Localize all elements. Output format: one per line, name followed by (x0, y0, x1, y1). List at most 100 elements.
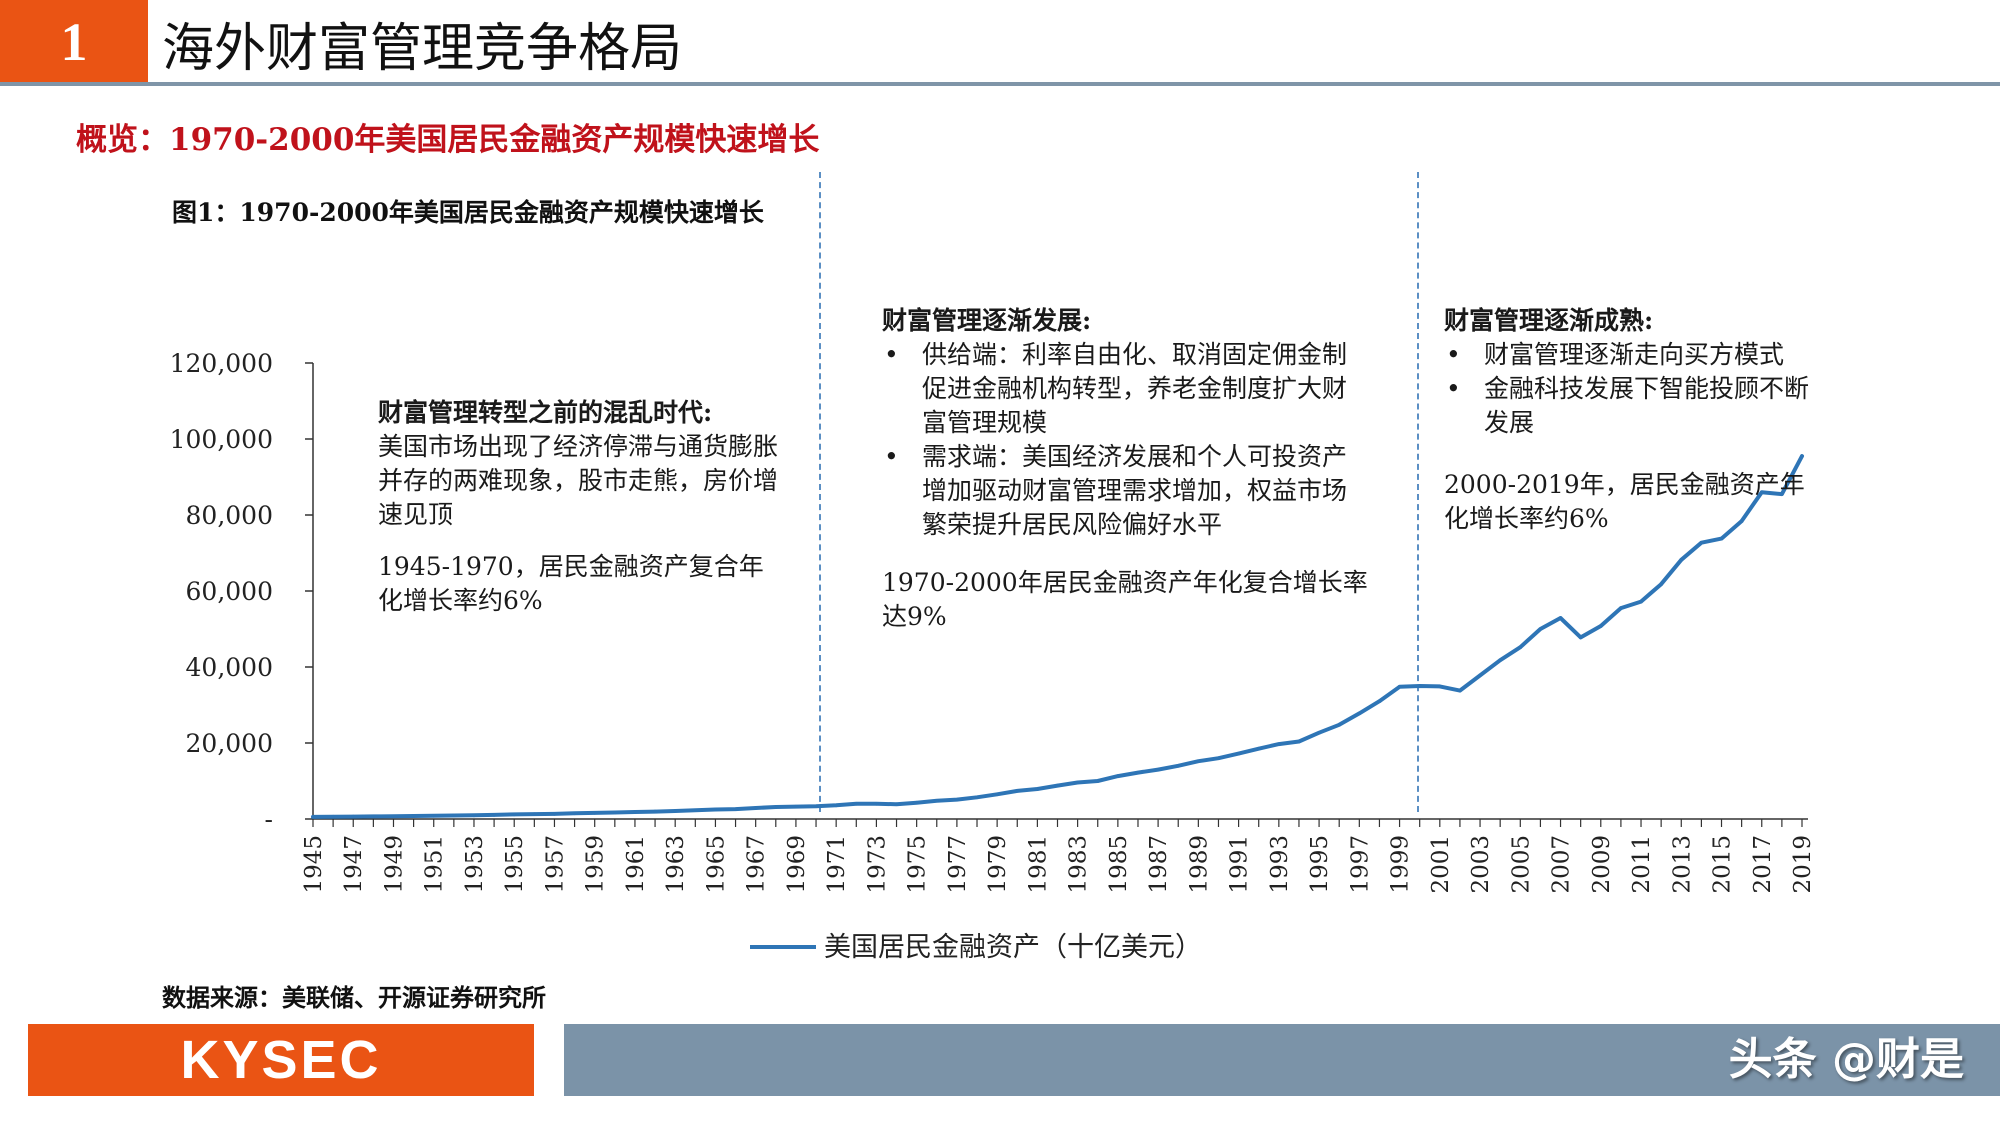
data-point-1955 (512, 812, 517, 817)
x-tick-label-1993: 1993 (1267, 835, 1293, 894)
x-tick-label-1979: 1979 (985, 835, 1011, 894)
x-tick-label-1987: 1987 (1146, 835, 1172, 894)
y-tick-label-6: 120,000 (170, 349, 273, 378)
data-point-2015 (1719, 536, 1724, 541)
x-tick-label-1957: 1957 (542, 835, 568, 894)
data-point-2006 (1538, 627, 1543, 631)
data-point-1952 (452, 813, 456, 818)
x-tick-label-1969: 1969 (784, 835, 810, 894)
y-tick-label-3: 60,000 (186, 577, 273, 606)
x-tick-label-2009: 2009 (1589, 835, 1615, 894)
x-tick-label-2011: 2011 (1629, 835, 1655, 894)
data-point-1986 (1136, 770, 1140, 775)
data-point-2014 (1699, 540, 1704, 545)
slide-subtitle: 概览：1970-2000年美国居民金融资产规模快速增长 (76, 122, 820, 158)
x-tick-label-1997: 1997 (1347, 835, 1373, 894)
data-point-2010 (1619, 606, 1623, 610)
x-tick-label-1949: 1949 (381, 835, 407, 894)
data-point-1984 (1095, 779, 1100, 783)
section-number-badge: 1 (0, 0, 148, 84)
x-tick-label-1963: 1963 (663, 835, 689, 894)
x-tick-label-2007: 2007 (1549, 835, 1575, 894)
data-point-1947 (351, 814, 356, 819)
data-point-1983 (1075, 780, 1080, 785)
x-tick-label-1983: 1983 (1066, 835, 1092, 894)
data-point-1987 (1156, 767, 1160, 772)
data-point-1985 (1116, 774, 1120, 778)
data-point-2018 (1780, 492, 1784, 496)
header-divider (0, 82, 2000, 86)
data-point-2011 (1639, 599, 1643, 604)
data-point-2000 (1417, 684, 1422, 688)
phase2-bullet-list: 供给端：利率自由化、取消固定佣金制促进金融机构转型，养老金制度扩大财富管理规模 … (882, 338, 1370, 542)
data-point-1976 (934, 798, 939, 803)
phase1-annotation: 财富管理转型之前的混乱时代: 美国市场出现了经济停滞与通货膨胀并存的两难现象，股… (378, 396, 788, 618)
data-point-1958 (572, 811, 577, 816)
legend-label-0: 美国居民金融资产（十亿美元） (824, 932, 1202, 960)
data-point-1953 (472, 813, 476, 818)
y-tick-label-0: - (265, 805, 273, 834)
phase-divider-2000 (1417, 172, 1419, 812)
data-point-2002 (1458, 688, 1462, 693)
data-point-1961 (633, 810, 637, 814)
x-tick-label-1977: 1977 (945, 835, 971, 894)
x-tick-label-2005: 2005 (1508, 835, 1534, 894)
x-tick-label-2017: 2017 (1750, 835, 1776, 894)
x-tick-label-1953: 1953 (462, 835, 488, 894)
data-point-1996 (1337, 722, 1342, 727)
data-source: 数据来源：美联储、开源证券研究所 (162, 983, 546, 1012)
data-point-1988 (1176, 764, 1181, 768)
data-point-1972 (854, 802, 859, 806)
data-point-1960 (613, 810, 617, 815)
phase1-heading: 财富管理转型之前的混乱时代: (378, 398, 713, 427)
data-point-1951 (431, 813, 436, 818)
data-point-2003 (1478, 673, 1482, 678)
x-tick-label-1961: 1961 (623, 835, 649, 894)
watermark: 头条 @财是 (1728, 1034, 1964, 1085)
data-point-1950 (411, 814, 416, 818)
x-tick-label-1967: 1967 (744, 835, 770, 894)
data-point-1999 (1397, 684, 1402, 689)
data-point-1954 (492, 813, 496, 817)
data-point-1973 (874, 802, 879, 806)
y-tick-label-2: 40,000 (186, 653, 273, 682)
data-point-1956 (532, 812, 537, 816)
phase3-bullet-list: 财富管理逐渐走向买方模式 金融科技发展下智能投顾不断发展 (1444, 338, 1824, 440)
data-point-1980 (1015, 789, 1020, 793)
data-point-1965 (713, 807, 718, 812)
data-point-1982 (1055, 783, 1060, 788)
line-chart: - 20,000 40,000 60,000 80,000 100,000 120,000 1… (170, 349, 1816, 960)
kysec-logo: KYSEC (180, 1030, 382, 1090)
phase-divider-1970 (819, 172, 821, 812)
data-point-1997 (1357, 711, 1362, 716)
data-point-1995 (1317, 730, 1321, 735)
footer-brand-block: KYSEC (28, 1024, 534, 1096)
data-point-1975 (914, 800, 919, 805)
data-point-1963 (673, 809, 677, 813)
x-tick-label-1959: 1959 (583, 835, 609, 894)
data-point-1945 (311, 815, 315, 819)
x-tick-label-1985: 1985 (1106, 835, 1132, 894)
data-point-2017 (1759, 490, 1764, 495)
phase3-bullet-buy-side: 财富管理逐渐走向买方模式 (1444, 338, 1824, 372)
data-point-1970 (814, 804, 818, 809)
data-point-2016 (1739, 519, 1744, 523)
data-point-2009 (1598, 624, 1603, 628)
x-tick-label-1989: 1989 (1186, 835, 1212, 894)
data-point-1948 (371, 814, 376, 819)
y-tick-label-4: 80,000 (186, 501, 273, 530)
phase2-bullet-demand: 需求端：美国经济发展和个人可投资产增加驱动财富管理需求增加，权益市场繁荣提升居民… (882, 440, 1370, 542)
data-point-2005 (1518, 645, 1523, 650)
x-tick-label-1965: 1965 (703, 835, 729, 894)
x-tick-label-2015: 2015 (1710, 835, 1736, 894)
data-point-1962 (653, 809, 657, 814)
data-point-1946 (331, 814, 335, 819)
data-point-2019 (1800, 454, 1804, 458)
data-point-1977 (955, 797, 959, 802)
x-tick-label-1991: 1991 (1227, 835, 1253, 894)
data-point-2013 (1679, 558, 1684, 562)
x-tick-label-1947: 1947 (341, 835, 367, 894)
data-point-1992 (1256, 746, 1261, 751)
data-point-1998 (1377, 699, 1382, 703)
data-point-2008 (1578, 635, 1583, 640)
